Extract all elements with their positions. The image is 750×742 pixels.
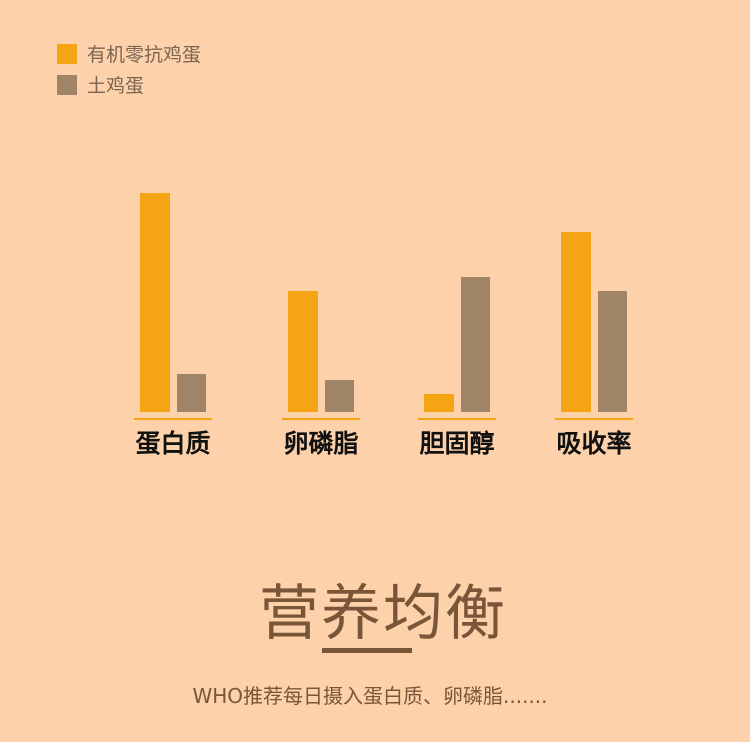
bar-free-range-0 [177,374,206,412]
category-label: 卵磷脂 [283,429,358,458]
bar-free-range-2 [461,277,490,412]
category-label: 蛋白质 [135,429,210,458]
bar-chart: 蛋白质 卵磷脂 胆固醇 吸收率 [134,193,633,458]
bar-organic-3 [561,232,591,412]
legend-swatch-free-range [57,74,77,95]
bar-free-range-3 [598,291,627,412]
legend-item-free-range: 土鸡蛋 [57,69,201,100]
legend-swatch-organic [57,43,77,64]
subtitle: WHO推荐每日摄入蛋白质、卵磷脂....... [192,684,548,708]
title-underline [322,648,412,653]
bar-organic-0 [140,193,170,412]
category-label: 吸收率 [556,429,631,458]
legend: 有机零抗鸡蛋 土鸡蛋 [57,38,201,100]
category-label: 胆固醇 [419,429,494,458]
bar-organic-2 [424,394,454,412]
bar-free-range-1 [325,380,354,412]
legend-label: 土鸡蛋 [87,75,145,97]
section-title: 营养均衡 [259,579,507,649]
legend-label: 有机零抗鸡蛋 [87,44,202,66]
bar-organic-1 [288,291,318,412]
legend-item-organic: 有机零抗鸡蛋 [57,38,201,69]
